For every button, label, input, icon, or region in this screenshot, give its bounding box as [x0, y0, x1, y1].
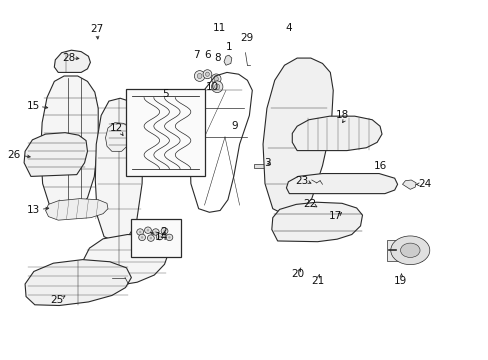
- Ellipse shape: [154, 231, 157, 233]
- Ellipse shape: [158, 235, 161, 238]
- Ellipse shape: [168, 236, 170, 239]
- Ellipse shape: [214, 84, 219, 90]
- Text: 12: 12: [110, 123, 123, 133]
- Text: 7: 7: [193, 50, 200, 60]
- Ellipse shape: [203, 70, 211, 79]
- Ellipse shape: [350, 220, 359, 227]
- Text: 15: 15: [27, 102, 41, 112]
- Ellipse shape: [161, 228, 167, 234]
- Ellipse shape: [352, 180, 361, 188]
- Text: 6: 6: [203, 50, 210, 60]
- PathPatch shape: [105, 123, 131, 151]
- Text: 4: 4: [285, 23, 291, 33]
- Text: 8: 8: [213, 53, 220, 63]
- Ellipse shape: [211, 74, 221, 84]
- PathPatch shape: [83, 234, 168, 285]
- Ellipse shape: [197, 73, 202, 78]
- Text: 17: 17: [328, 211, 341, 221]
- Ellipse shape: [211, 81, 223, 93]
- Text: 19: 19: [393, 276, 407, 286]
- Text: 9: 9: [231, 121, 238, 131]
- Ellipse shape: [139, 234, 145, 240]
- Bar: [126, 89, 204, 176]
- Ellipse shape: [152, 229, 159, 235]
- Ellipse shape: [366, 180, 375, 188]
- Text: 29: 29: [239, 33, 253, 43]
- Text: 5: 5: [162, 89, 168, 99]
- Ellipse shape: [312, 180, 321, 188]
- Ellipse shape: [318, 213, 326, 220]
- PathPatch shape: [402, 180, 415, 189]
- Text: 18: 18: [335, 111, 348, 121]
- Text: 11: 11: [212, 23, 225, 33]
- Text: 13: 13: [27, 206, 41, 216]
- Circle shape: [400, 243, 419, 257]
- Text: 23: 23: [295, 176, 308, 186]
- Circle shape: [390, 236, 429, 265]
- Ellipse shape: [156, 233, 163, 240]
- Text: 22: 22: [303, 199, 316, 210]
- Bar: [254, 163, 264, 168]
- Ellipse shape: [205, 72, 209, 76]
- PathPatch shape: [24, 133, 87, 176]
- Text: 21: 21: [310, 276, 324, 286]
- Ellipse shape: [194, 71, 204, 81]
- PathPatch shape: [41, 76, 98, 211]
- PathPatch shape: [292, 116, 381, 150]
- Text: 24: 24: [417, 179, 430, 189]
- Ellipse shape: [298, 180, 307, 188]
- Ellipse shape: [147, 235, 154, 241]
- Bar: [386, 240, 421, 261]
- PathPatch shape: [54, 50, 90, 72]
- Ellipse shape: [337, 215, 346, 222]
- Ellipse shape: [339, 180, 347, 188]
- Bar: [131, 220, 181, 257]
- Ellipse shape: [325, 180, 334, 188]
- Text: 14: 14: [155, 232, 168, 242]
- Text: 10: 10: [205, 82, 219, 92]
- PathPatch shape: [286, 174, 397, 194]
- Ellipse shape: [283, 75, 319, 98]
- Ellipse shape: [149, 237, 152, 239]
- Ellipse shape: [141, 236, 143, 239]
- Ellipse shape: [163, 230, 165, 232]
- Ellipse shape: [298, 215, 307, 222]
- Text: 25: 25: [50, 295, 63, 305]
- Text: 27: 27: [90, 24, 103, 35]
- PathPatch shape: [224, 55, 231, 65]
- Ellipse shape: [146, 229, 149, 231]
- Ellipse shape: [139, 231, 141, 233]
- Text: 16: 16: [373, 161, 386, 171]
- Ellipse shape: [144, 227, 151, 233]
- Ellipse shape: [283, 161, 319, 179]
- Ellipse shape: [137, 229, 143, 235]
- PathPatch shape: [271, 202, 362, 242]
- Ellipse shape: [165, 234, 172, 240]
- PathPatch shape: [45, 199, 108, 220]
- Text: 2: 2: [160, 227, 166, 237]
- Text: 20: 20: [291, 269, 304, 279]
- Text: 28: 28: [62, 53, 76, 63]
- Ellipse shape: [214, 77, 218, 81]
- PathPatch shape: [95, 98, 143, 242]
- PathPatch shape: [263, 58, 332, 214]
- PathPatch shape: [25, 260, 131, 306]
- Ellipse shape: [283, 103, 319, 124]
- Text: 3: 3: [264, 158, 271, 168]
- Ellipse shape: [283, 132, 319, 152]
- Text: 1: 1: [225, 42, 232, 52]
- Text: 26: 26: [8, 150, 21, 160]
- Ellipse shape: [283, 220, 291, 226]
